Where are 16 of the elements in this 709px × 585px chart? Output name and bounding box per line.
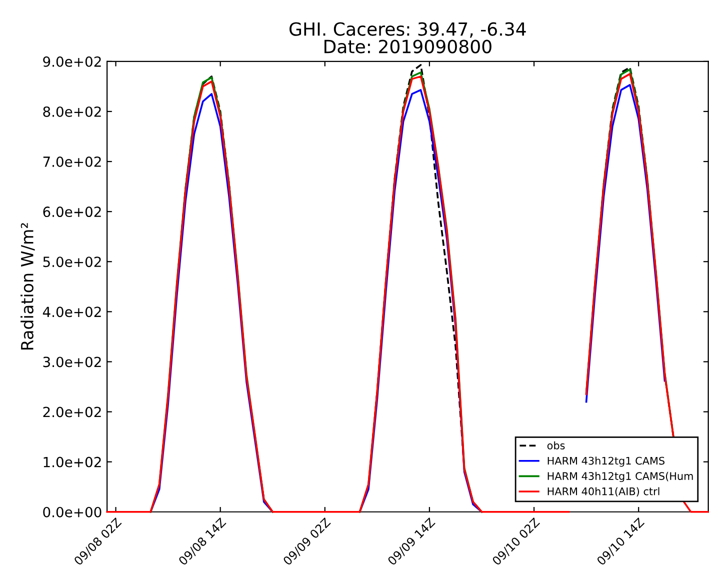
y-tick-label: 3.0e+02 bbox=[43, 356, 101, 368]
y-tick-label: 9.0e+02 bbox=[43, 56, 101, 67]
chart-title: GHI. Caceres: 39.47, -6.34 Date: 2019090800 bbox=[290, 22, 526, 54]
y-tick-label: 5.0e+02 bbox=[43, 256, 101, 268]
y-tick-label: 8.0e+02 bbox=[43, 106, 101, 117]
y-tick-label: 2.0e+02 bbox=[43, 406, 101, 418]
legend-label: obs bbox=[547, 441, 565, 450]
y-tick-label: 7.0e+02 bbox=[43, 156, 101, 167]
legend-label: HARM 43h12tg1 CAMS bbox=[548, 456, 664, 467]
y-axis-title: Radiation W/m² bbox=[20, 223, 35, 350]
y-tick-label: 0.0e+00 bbox=[43, 506, 102, 518]
y-tick-label: 4.0e+02 bbox=[42, 306, 101, 318]
y-tick-label: 1.0e+02 bbox=[44, 456, 101, 468]
legend-label: HARM 40h11(AIB) ctrl bbox=[548, 487, 660, 496]
y-tick-label: 6.0e+02 bbox=[43, 206, 101, 218]
legend-label: HARM 43h12tg1 CAMS(Hum bbox=[548, 472, 693, 482]
